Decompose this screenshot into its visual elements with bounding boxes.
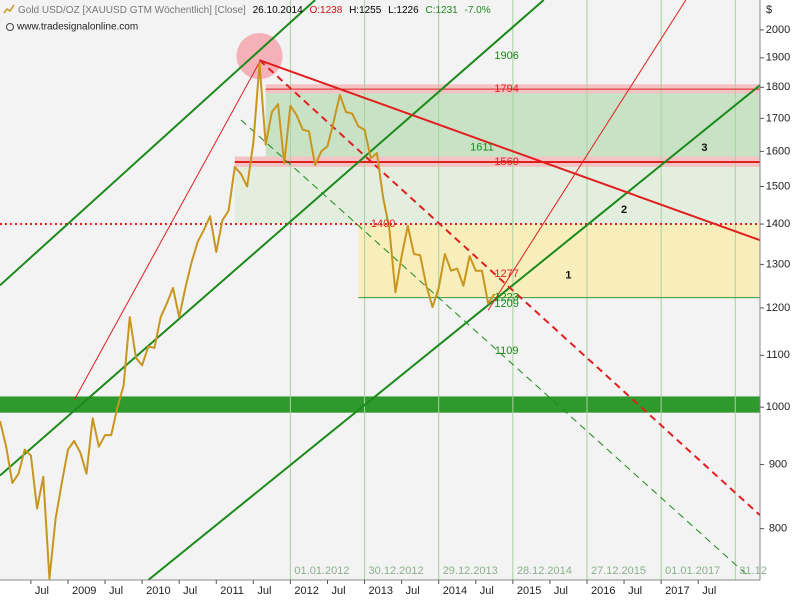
x-tick-label: 2017 (665, 585, 689, 597)
x-tick-label: 2010 (146, 585, 170, 597)
y-tick-label: 1200 (766, 302, 790, 314)
x-tick-label: 2014 (443, 585, 467, 597)
trend-line (0, 0, 316, 287)
currency: $ (766, 4, 772, 16)
y-tick-label: 900 (769, 458, 787, 470)
x-tick-label: 2016 (591, 585, 615, 597)
source-icon (6, 23, 14, 31)
header-change: -7.0% (465, 5, 491, 16)
header-open: O:1238 (309, 5, 342, 16)
y-tick-label: 1500 (766, 180, 790, 192)
y-tick-label: 1300 (766, 258, 790, 270)
x-tick-label: 2011 (220, 585, 244, 597)
level-label: 1223 (494, 292, 518, 304)
trend-line (259, 59, 760, 242)
x-tick-label: Jul (183, 585, 197, 597)
header-title: Gold USD/OZ [XAUUSD GTM Wöchentlich] [Cl… (18, 5, 246, 16)
date-label: 31.12 (739, 565, 767, 577)
header-close: C:1231 (425, 5, 458, 16)
x-tick-label: Jul (109, 585, 123, 597)
date-label: 30.12.2012 (369, 565, 424, 577)
y-tick-label: 1600 (766, 145, 790, 157)
y-tick-label: 800 (769, 523, 787, 535)
date-label: 27.12.2015 (591, 565, 646, 577)
zone-number: 3 (701, 142, 707, 154)
zone-number: 2 (621, 204, 627, 216)
x-tick-label: 2009 (72, 585, 96, 597)
level-label: 1794 (494, 83, 518, 95)
level-label: 1277 (494, 268, 518, 280)
x-tick-label: 2012 (294, 585, 318, 597)
level-label: 1569 (494, 156, 518, 168)
y-tick-label: 2000 (766, 24, 790, 36)
trend-line (240, 119, 748, 576)
zone (358, 224, 760, 298)
y-tick-label: 1900 (766, 52, 790, 64)
level-label: 1611 (470, 142, 494, 154)
zone-number: 1 (565, 269, 571, 281)
y-tick-label: 1100 (766, 349, 790, 361)
x-tick-label: Jul (480, 585, 494, 597)
trend-line (258, 59, 760, 516)
y-tick-label: 1400 (766, 218, 790, 230)
date-label: 01.01.2012 (294, 565, 349, 577)
zone (234, 162, 760, 225)
trend-line (73, 61, 260, 401)
series-icon (3, 4, 15, 14)
trend-line (147, 84, 760, 580)
level-label: 1109 (495, 345, 519, 357)
header-low: L:1226 (388, 5, 419, 16)
y-tick-label: 1800 (766, 81, 790, 93)
header: Gold USD/OZ [XAUUSD GTM Wöchentlich] [Cl… (18, 5, 491, 16)
x-tick-label: 2015 (517, 585, 541, 597)
x-tick-label: Jul (331, 585, 345, 597)
level-label: 1209 (494, 298, 518, 310)
highlight (236, 33, 283, 80)
header-high: H:1255 (349, 5, 382, 16)
header-date: 26.10.2014 (253, 5, 303, 16)
y-tick-label: 1000 (766, 401, 790, 413)
trend-line (487, 0, 687, 311)
x-tick-label: Jul (628, 585, 642, 597)
source: www.tradesignalonline.com (16, 22, 138, 33)
level-label: 1400 (371, 218, 395, 230)
x-tick-label: 2013 (369, 585, 393, 597)
x-tick-label: Jul (554, 585, 568, 597)
trend-line (0, 0, 545, 477)
date-label: 01.01.2017 (665, 565, 720, 577)
plot-area (0, 0, 760, 580)
date-label: 29.12.2013 (443, 565, 498, 577)
x-tick-label: Jul (406, 585, 420, 597)
price-line (0, 62, 496, 580)
zone (0, 396, 760, 413)
x-tick-label: Jul (257, 585, 271, 597)
level-label: 1906 (494, 50, 518, 62)
x-tick-label: Jul (702, 585, 716, 597)
y-tick-label: 1700 (766, 112, 790, 124)
date-label: 28.12.2014 (517, 565, 572, 577)
x-tick-label: Jul (35, 585, 49, 597)
